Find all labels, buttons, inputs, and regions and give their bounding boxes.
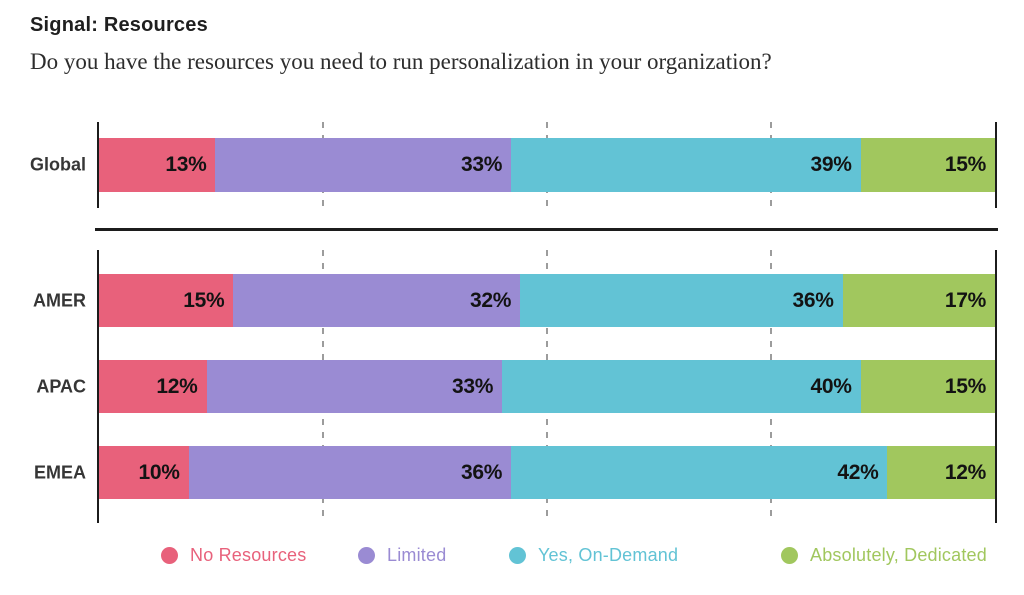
legend-item-yes-on-demand: Yes, On-Demand — [509, 545, 678, 566]
segment-absolutely-dedicated: 15% — [860, 360, 995, 413]
segment-absolutely-dedicated: 12% — [887, 446, 995, 499]
segment-value-global-no-resources: 13% — [165, 153, 207, 176]
segment-value-global-absolutely-dedicated: 15% — [944, 153, 986, 176]
segment-value-apac-no-resources: 12% — [156, 374, 198, 398]
segment-value-apac-limited: 33% — [452, 374, 494, 398]
row-label-global: Global — [29, 154, 86, 175]
segment-limited: 33% — [206, 360, 503, 413]
row-label-amer: AMER — [33, 290, 86, 310]
segment-limited: 36% — [188, 446, 512, 499]
page-title: Signal: Resources — [30, 14, 208, 36]
segment-value-emea-no-resources: 10% — [138, 460, 180, 484]
row-label-emea: EMEA — [33, 462, 86, 482]
segment-value-emea-limited: 36% — [461, 460, 503, 484]
legend-item-no-resources: No Resources — [161, 545, 306, 566]
legend-dot-no-resources-icon — [161, 547, 178, 564]
segment-yes-on-demand: 40% — [502, 360, 861, 413]
row-label-apac: APAC — [36, 376, 86, 396]
bar-row-apac: APAC 12% 33% 40% 15% — [36, 360, 995, 413]
segment-absolutely-dedicated: 17% — [842, 274, 995, 327]
bar-row-amer: AMER 15% 32% 36% 17% — [33, 274, 995, 327]
regions-chart-plot: AMER 15% 32% 36% 17% APAC 12% 33% 40% 15% EMEA 10% 3… — [33, 250, 997, 523]
chart-question: Do you have the resources you need to ru… — [30, 49, 772, 74]
section-divider — [95, 228, 998, 231]
global-chart-plot: Global 13% 33% 39% 15% — [30, 122, 997, 208]
legend-item-absolutely-dedicated: Absolutely, Dedicated — [781, 545, 987, 566]
segment-limited: 33% — [215, 138, 512, 192]
segment-value-emea-absolutely-dedicated: 12% — [944, 460, 986, 484]
segment-no-resources: 15% — [99, 274, 234, 327]
segment-no-resources: 10% — [99, 446, 189, 499]
legend-dot-yes-on-demand-icon — [509, 547, 526, 564]
segment-yes-on-demand: 39% — [511, 138, 861, 192]
segment-value-global-yes-on-demand: 39% — [810, 153, 852, 176]
segment-no-resources: 12% — [99, 360, 207, 413]
segment-absolutely-dedicated: 15% — [860, 138, 995, 192]
segment-yes-on-demand: 36% — [520, 274, 843, 327]
segment-value-amer-absolutely-dedicated: 17% — [944, 288, 986, 312]
segment-value-emea-yes-on-demand: 42% — [837, 460, 879, 484]
segment-value-amer-limited: 32% — [469, 288, 512, 312]
segment-value-apac-absolutely-dedicated: 15% — [944, 374, 986, 398]
bar-row-global: Global 13% 33% 39% 15% — [30, 138, 995, 192]
legend-item-limited: Limited — [358, 545, 446, 566]
legend-dot-absolutely-dedicated-icon — [781, 547, 798, 564]
segment-limited: 32% — [233, 274, 521, 327]
legend-label-yes-on-demand: Yes, On-Demand — [538, 545, 679, 565]
segment-value-amer-yes-on-demand: 36% — [792, 288, 834, 312]
segment-value-amer-no-resources: 15% — [183, 288, 225, 312]
legend-label-limited: Limited — [387, 545, 447, 565]
legend-label-absolutely-dedicated: Absolutely, Dedicated — [810, 545, 987, 565]
legend-label-no-resources: No Resources — [190, 545, 307, 565]
segment-no-resources: 13% — [99, 138, 216, 192]
segment-value-apac-yes-on-demand: 40% — [810, 374, 852, 398]
segment-yes-on-demand: 42% — [511, 446, 888, 499]
segment-value-global-limited: 33% — [461, 153, 503, 176]
legend-dot-limited-icon — [358, 547, 375, 564]
bar-row-emea: EMEA 10% 36% 42% 12% — [34, 446, 995, 499]
